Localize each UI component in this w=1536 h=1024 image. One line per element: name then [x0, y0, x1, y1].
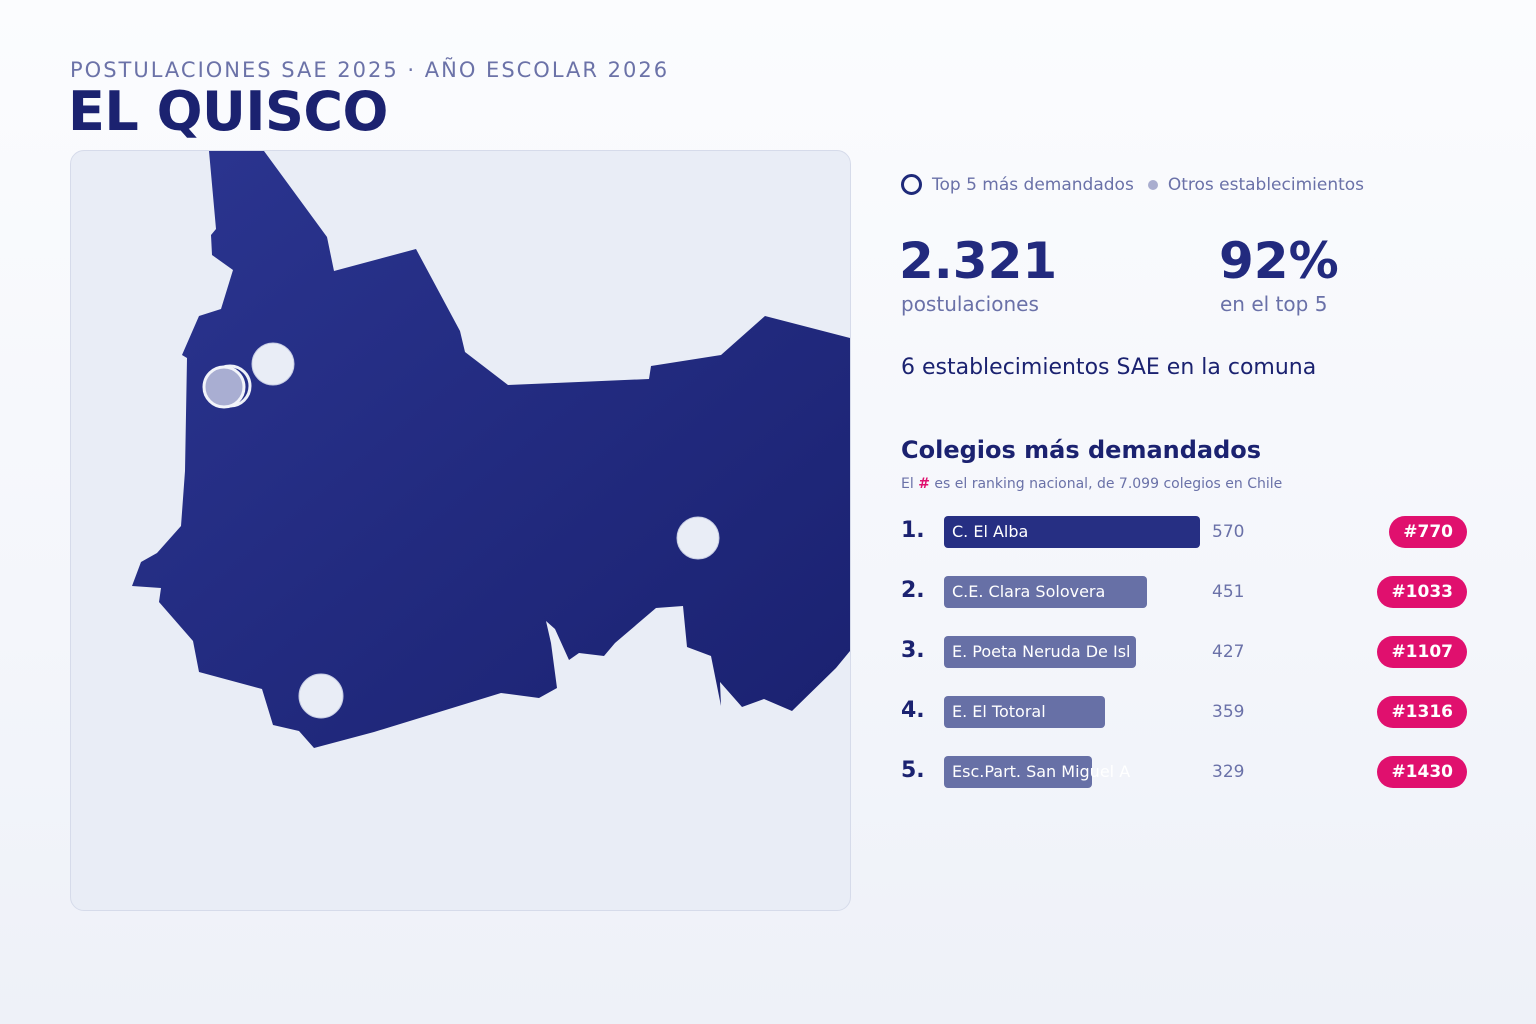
establishments-count: 6 establecimientos SAE en la comuna — [901, 355, 1317, 380]
ranking-title: Colegios más demandados — [901, 436, 1262, 464]
school-marker-other[interactable] — [298, 673, 344, 719]
school-name: Esc.Part. San Miguel A — [952, 762, 1131, 781]
applications-count: 427 — [1212, 642, 1245, 662]
page-title: EL QUISCO — [68, 80, 388, 143]
ranking-note-hash: # — [918, 476, 930, 492]
national-rank-badge: #770 — [1389, 516, 1467, 548]
ranking-bar: Esc.Part. San Miguel A — [944, 756, 1130, 788]
ranking-bar: C.E. Clara Solovera — [944, 576, 1147, 608]
commune-map[interactable] — [70, 150, 851, 911]
ranking-row[interactable]: 3. E. Poeta Neruda De Isl 427 #1107 — [901, 636, 1467, 668]
ranking-bar: E. Poeta Neruda De Isl — [944, 636, 1136, 668]
applications-count: 329 — [1212, 762, 1245, 782]
school-name: E. Poeta Neruda De Isl — [952, 642, 1131, 661]
ranking-row[interactable]: 4. E. El Totoral 359 #1316 — [901, 696, 1467, 728]
school-name: E. El Totoral — [952, 702, 1046, 721]
top5-ring-icon — [901, 174, 922, 195]
ranking-note-prefix: El — [901, 476, 914, 492]
school-marker-top5[interactable] — [202, 365, 246, 409]
school-marker-other[interactable] — [676, 516, 720, 560]
ranking-note: El # es el ranking nacional, de 7.099 co… — [901, 476, 1282, 492]
page-subtitle: POSTULACIONES SAE 2025 · AÑO ESCOLAR 202… — [70, 58, 670, 82]
map-legend: Top 5 más demandados Otros establecimien… — [901, 174, 1364, 195]
national-rank-badge: #1316 — [1377, 696, 1467, 728]
ranking-position: 3. — [901, 638, 925, 663]
applications-count: 451 — [1212, 582, 1245, 602]
school-markers — [202, 342, 720, 719]
ranking-bar: E. El Totoral — [944, 696, 1105, 728]
applications-total: 2.321 — [899, 232, 1058, 290]
legend-others-label: Otros establecimientos — [1167, 174, 1365, 195]
ranking-note-suffix: es el ranking nacional, de 7.099 colegio… — [934, 476, 1283, 492]
applications-label: postulaciones — [901, 292, 1039, 316]
school-marker-other[interactable] — [251, 342, 295, 386]
ranking-bar: C. El Alba — [944, 516, 1200, 548]
ranking-position: 4. — [901, 698, 925, 723]
school-name: C.E. Clara Solovera — [952, 582, 1106, 601]
top5-share-label: en el top 5 — [1220, 292, 1328, 316]
national-rank-badge: #1107 — [1377, 636, 1467, 668]
commune-map-svg — [132, 151, 850, 748]
national-rank-badge: #1430 — [1377, 756, 1467, 788]
applications-count: 570 — [1212, 522, 1245, 542]
ranking-position: 5. — [901, 758, 925, 783]
ranking-position: 1. — [901, 518, 925, 543]
applications-count: 359 — [1212, 702, 1245, 722]
school-name: C. El Alba — [952, 522, 1029, 541]
legend-top5-label: Top 5 más demandados — [932, 174, 1134, 195]
national-rank-badge: #1033 — [1377, 576, 1467, 608]
ranking-row[interactable]: 2. C.E. Clara Solovera 451 #1033 — [901, 576, 1467, 608]
ranking-row[interactable]: 5. Esc.Part. San Miguel A 329 #1430 — [901, 756, 1467, 788]
others-dot-icon — [1147, 179, 1158, 190]
ranking-row[interactable]: 1. C. El Alba 570 #770 — [901, 516, 1467, 548]
top5-share: 92% — [1219, 232, 1339, 290]
commune-shape — [132, 151, 850, 748]
ranking-position: 2. — [901, 578, 925, 603]
